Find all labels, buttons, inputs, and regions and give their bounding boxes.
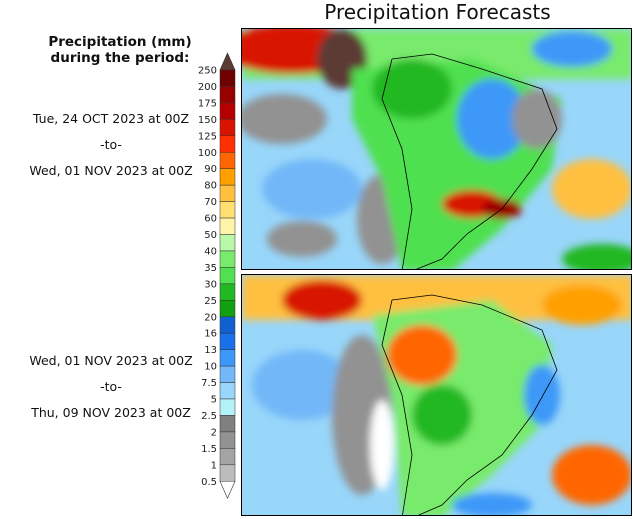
colorbar-band: [219, 415, 236, 433]
colorbar-over-arrow: [219, 52, 236, 71]
colorbar-tick-label: 90: [204, 164, 217, 175]
colorbar-tick-label: 100: [198, 148, 217, 159]
colorbar-tick-label: 25: [204, 296, 217, 307]
colorbar-tick-label: 2: [211, 427, 217, 438]
colorbar-tick-label: 80: [204, 181, 217, 192]
colorbar-band: [219, 201, 236, 219]
colorbar-tick-label: 200: [198, 82, 217, 93]
colorbar-band: [219, 267, 236, 285]
colorbar-tick-label: 13: [204, 345, 217, 356]
colorbar-tick-label: 250: [198, 66, 217, 77]
colorbar-band: [219, 365, 236, 383]
colorbar-band: [219, 448, 236, 466]
period-1-end: Wed, 01 NOV 2023 at 00Z: [29, 163, 193, 178]
colorbar-band: [219, 283, 236, 301]
colorbar-band: [219, 316, 236, 334]
map-period-1: [241, 28, 632, 270]
colorbar-tick-label: 60: [204, 214, 217, 225]
colorbar-tick-label: 2.5: [201, 411, 217, 422]
period-2-label: Wed, 01 NOV 2023 at 00Z -to- Thu, 09 NOV…: [0, 348, 222, 426]
colorbar-tick-label: 40: [204, 246, 217, 257]
legend-title-line2: during the period:: [50, 50, 190, 66]
colorbar-band: [219, 135, 236, 153]
period-2-end: Thu, 09 NOV 2023 at 00Z: [31, 405, 191, 420]
period-1-label: Tue, 24 OCT 2023 at 00Z -to- Wed, 01 NOV…: [0, 106, 222, 184]
colorbar-band: [219, 217, 236, 235]
legend-title-line1: Precipitation (mm): [48, 34, 192, 50]
colorbar-under-arrow: [219, 480, 236, 499]
colorbar-band: [219, 382, 236, 400]
colorbar-tick-label: 1: [211, 460, 217, 471]
colorbar-tick-label: 50: [204, 230, 217, 241]
colorbar-band: [219, 234, 236, 252]
period-1-start: Tue, 24 OCT 2023 at 00Z: [32, 111, 190, 126]
colorbar-tick-label: 35: [204, 263, 217, 274]
colorbar-band: [219, 119, 236, 137]
colorbar-band: [219, 184, 236, 202]
colorbar-tick-label: 70: [204, 197, 217, 208]
colorbar-band: [219, 102, 236, 120]
map-period-2: [241, 274, 632, 516]
colorbar-tick-label: 20: [204, 312, 217, 323]
colorbar-band: [219, 431, 236, 449]
colorbar-tick-label: 7.5: [201, 378, 217, 389]
colorbar-tick-label: 1.5: [201, 444, 217, 455]
legend-title: Precipitation (mm) during the period:: [20, 34, 220, 66]
colorbar-band: [219, 300, 236, 317]
colorbar-tick-label: 5: [211, 395, 217, 406]
colorbar-tick-label: 175: [198, 98, 217, 109]
period-2-sep: -to-: [100, 379, 122, 394]
colorbar-tick-label: 150: [198, 115, 217, 126]
colorbar-band: [219, 250, 236, 268]
colorbar-band: [219, 168, 236, 186]
colorbar-tick-label: 125: [198, 131, 217, 142]
colorbar-band: [219, 69, 236, 87]
colorbar-band: [219, 464, 236, 482]
period-1-sep: -to-: [100, 137, 122, 152]
colorbar-band: [219, 398, 236, 416]
colorbar-band: [219, 86, 236, 104]
colorbar-band: [219, 332, 236, 350]
figure-title: Precipitation Forecasts: [324, 0, 551, 24]
colorbar-tick-label: 0.5: [201, 477, 217, 488]
colorbar-tick-label: 30: [204, 279, 217, 290]
colorbar-band: [219, 152, 236, 169]
colorbar-band: [219, 349, 236, 367]
colorbar-tick-label: 10: [204, 362, 217, 373]
period-2-start: Wed, 01 NOV 2023 at 00Z: [29, 353, 193, 368]
colorbar-tick-label: 16: [204, 329, 217, 340]
